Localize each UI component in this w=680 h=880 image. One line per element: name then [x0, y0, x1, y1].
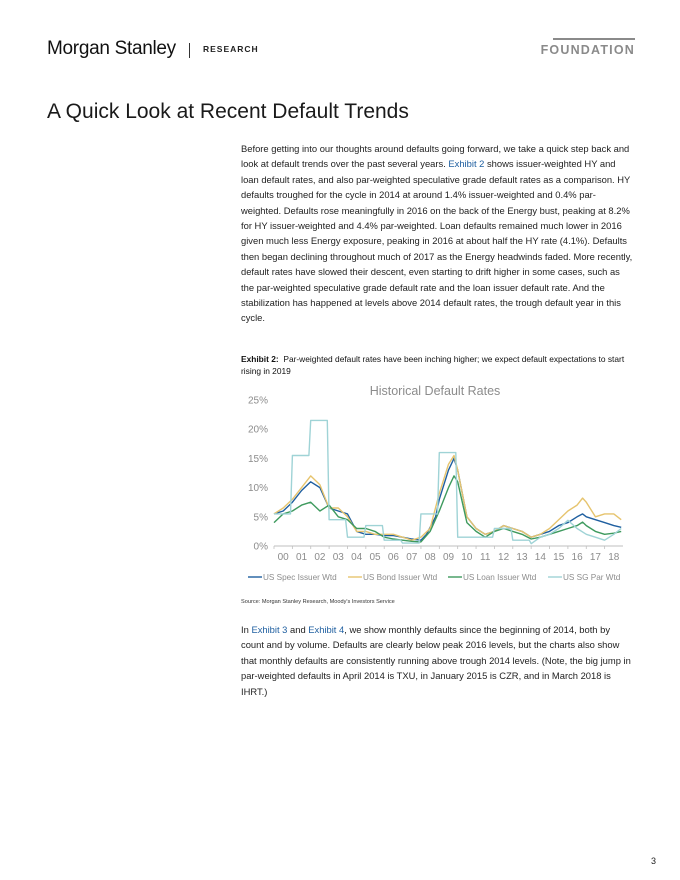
x-tick-label: 03 [333, 552, 345, 563]
x-tick-label: 17 [590, 552, 602, 563]
exhibit-2-link[interactable]: Exhibit 2 [448, 158, 485, 170]
chart-title: Historical Default Rates [370, 384, 501, 398]
paragraph-1-text-b: shows issuer-weighted HY and loan defaul… [241, 158, 633, 324]
exhibit-source: Source: Morgan Stanley Research, Moody's… [241, 599, 395, 605]
page-number: 3 [650, 856, 656, 866]
x-tick-label: 06 [388, 552, 400, 563]
paragraph-2-text-c: , we show monthly defaults since the beg… [241, 624, 631, 697]
legend-label: US Loan Issuer Wtd [463, 573, 537, 582]
x-tick-label: 04 [351, 552, 363, 563]
paragraph-2: In Exhibit 3 and Exhibit 4, we show mont… [241, 622, 633, 699]
paragraph-2-text-b: and [287, 624, 309, 635]
x-tick-label: 08 [425, 552, 437, 563]
x-tick-label: 02 [314, 552, 326, 563]
exhibit-label: Exhibit 2: [241, 354, 279, 364]
paragraph-1: Before getting into our thoughts around … [241, 141, 633, 326]
exhibit-caption-text: Par-weighted default rates have been inc… [241, 354, 625, 376]
x-tick-label: 18 [608, 552, 620, 563]
y-tick-label: 20% [248, 425, 268, 436]
y-tick-label: 10% [248, 483, 268, 494]
page-header: Morgan Stanley RESEARCH FOUNDATION [47, 36, 637, 66]
x-tick-label: 00 [278, 552, 290, 563]
paragraph-2-text-a: In [241, 624, 252, 635]
foundation-badge: FOUNDATION [541, 38, 635, 57]
foundation-label: FOUNDATION [540, 43, 635, 57]
legend-label: US Spec Issuer Wtd [263, 573, 337, 582]
paragraph-1-text-a: Before getting into our thoughts around … [241, 143, 630, 170]
x-tick-label: 07 [406, 552, 418, 563]
x-tick-label: 09 [443, 552, 455, 563]
exhibit-caption: Exhibit 2: Par-weighted default rates ha… [241, 353, 633, 377]
series-line-us-sg-par-wtd [274, 419, 622, 545]
series-line-us-bond-issuer-wtd [273, 454, 622, 541]
x-tick-label: 15 [553, 552, 565, 563]
x-tick-label: 13 [516, 552, 528, 563]
x-tick-label: 11 [480, 552, 491, 563]
x-tick-label: 05 [369, 552, 381, 563]
x-tick-label: 01 [296, 552, 308, 563]
y-tick-label: 15% [248, 454, 268, 465]
foundation-bar [553, 38, 635, 40]
research-label: RESEARCH [203, 44, 259, 54]
series-line-us-loan-issuer-wtd [273, 475, 622, 543]
y-tick-label: 5% [254, 512, 269, 523]
header-divider [189, 43, 190, 58]
exhibit-3-link[interactable]: Exhibit 3 [251, 624, 288, 635]
x-tick-label: 10 [461, 552, 473, 563]
morgan-stanley-logo: Morgan Stanley [47, 38, 176, 59]
x-tick-label: 14 [535, 552, 547, 563]
page-title: A Quick Look at Recent Default Trends [47, 100, 409, 123]
legend-label: US SG Par Wtd [563, 573, 621, 582]
x-tick-label: 16 [572, 552, 584, 563]
y-tick-label: 0% [254, 542, 269, 553]
exhibit-4-link[interactable]: Exhibit 4 [308, 624, 345, 635]
x-tick-label: 12 [498, 552, 510, 563]
legend-label: US Bond Issuer Wtd [363, 573, 438, 582]
y-tick-label: 25% [248, 396, 268, 407]
default-rates-chart: Historical Default Rates 0% 5% 10% 15% 20% 25%… [248, 384, 623, 582]
